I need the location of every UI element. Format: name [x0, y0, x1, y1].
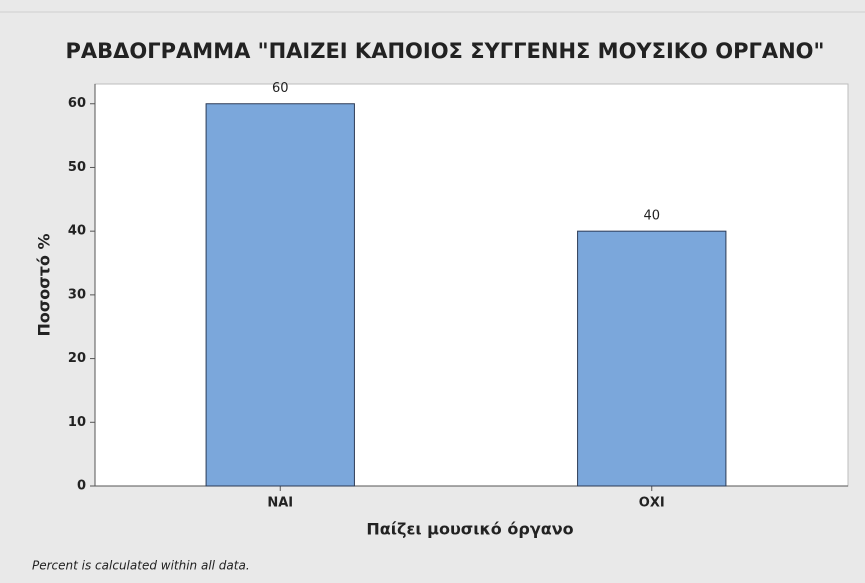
x-tick-label: ΝΑΙ — [267, 496, 293, 511]
x-axis-label: Παίζει μουσικό όργανο — [366, 520, 573, 539]
value-label: 60 — [272, 81, 289, 96]
y-tick-label: 20 — [68, 351, 86, 366]
y-tick-label: 0 — [77, 479, 86, 494]
y-axis-label: Ποσοστό % — [35, 233, 54, 336]
y-tick-label: 10 — [68, 415, 86, 430]
y-tick-label: 50 — [68, 160, 86, 175]
y-tick-label: 30 — [68, 287, 86, 302]
y-tick-label: 60 — [68, 96, 86, 111]
x-tick-label: ΟΧΙ — [639, 496, 665, 511]
y-tick-label: 40 — [68, 224, 86, 239]
value-label: 40 — [643, 209, 660, 224]
bar — [577, 230, 727, 487]
bar — [205, 103, 355, 487]
chart-title: ΡΑΒΔΟΓΡΑΜΜΑ "ΠΑΙΖΕΙ ΚΑΠΟΙΟΣ ΣΥΓΓΕΝΗΣ ΜΟΥ… — [66, 39, 825, 63]
footnote: Percent is calculated within all data. — [32, 559, 250, 573]
